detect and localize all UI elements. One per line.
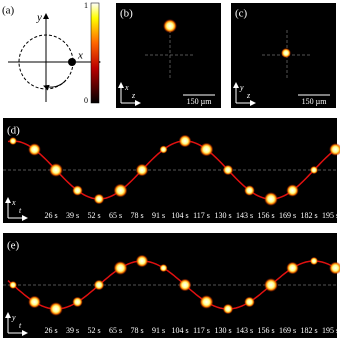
particle-image (199, 295, 214, 309)
particle-image (159, 145, 168, 154)
particle-image (9, 281, 17, 289)
axis-label: x (77, 50, 83, 62)
time-label: 182 s (300, 211, 317, 220)
axis-label: y (11, 313, 16, 322)
axis-label: t (19, 206, 22, 215)
time-label: 26 s (44, 211, 57, 220)
time-label: 130 s (214, 211, 231, 220)
scale-label: 150 µm (302, 97, 328, 106)
time-label: 78 s (130, 326, 143, 335)
particle-image (135, 254, 149, 268)
colorbar-label: 1 (84, 1, 88, 10)
particle-image (286, 184, 299, 197)
particle-image (309, 165, 319, 175)
time-label: 195 s (322, 326, 339, 335)
panel-label: (c) (235, 8, 248, 20)
time-label: 65 s (109, 211, 122, 220)
axis-label: z (131, 91, 136, 100)
time-label: 91 s (152, 211, 165, 220)
axis-label: y (36, 12, 42, 24)
particle-image (329, 143, 340, 156)
particle-image (113, 261, 128, 275)
particle-image (309, 256, 319, 266)
particle-image (286, 261, 299, 275)
panel-label: (e) (7, 240, 20, 252)
scale-label: 150 µm (187, 97, 213, 106)
time-label: 169 s (279, 326, 296, 335)
particle-image (244, 185, 255, 196)
time-label: 39 s (66, 326, 79, 335)
particle-image (93, 193, 105, 205)
particle-image (329, 261, 340, 275)
particle-image (178, 134, 192, 148)
panel-label: (d) (7, 125, 20, 137)
particle-image (28, 143, 41, 156)
particle-image (49, 163, 63, 177)
particle-image (281, 48, 291, 58)
trajectory (7, 140, 335, 200)
particle-image (9, 137, 17, 145)
panel-e: (e) yt 26 s 39 s 52 s 65 s 78 s 91 s 104 s 117 s 1… (3, 233, 340, 338)
panel-label: (b) (120, 8, 133, 20)
axis-label: t (19, 321, 22, 330)
particle-image (163, 19, 177, 33)
particle-image (28, 295, 41, 309)
panel-label: (a) (2, 5, 15, 17)
particle-image (178, 278, 192, 292)
time-label: 52 s (87, 326, 100, 335)
panel-b: (b) x z 150 µm (116, 3, 221, 108)
time-label: 143 s (236, 326, 253, 335)
time-label: 117 s (193, 326, 210, 335)
panel-c: (c) y z 150 µm (231, 3, 336, 108)
particle (68, 58, 76, 66)
time-label: 117 s (193, 211, 210, 220)
axis-label: x (124, 83, 129, 92)
time-label: 39 s (66, 211, 79, 220)
panel-a: (a) y x 1 0 (2, 1, 101, 105)
time-label: 156 s (257, 326, 274, 335)
time-label: 78 s (130, 211, 143, 220)
particle-image (264, 192, 278, 206)
particle-image (159, 263, 168, 273)
colorbar (90, 2, 100, 104)
time-label: 52 s (87, 211, 100, 220)
colorbar-label: 0 (84, 96, 88, 105)
particle-image (49, 302, 63, 316)
particle-image (222, 164, 234, 176)
time-label: 26 s (44, 326, 57, 335)
particle-image (264, 278, 278, 292)
axis-label: z (246, 91, 251, 100)
time-label: 65 s (109, 326, 122, 335)
time-label: 130 s (214, 326, 231, 335)
time-label: 195 s (322, 211, 339, 220)
particle-image (135, 163, 149, 177)
particle-image (222, 303, 234, 315)
rotation-arrow (43, 79, 67, 91)
time-label: 169 s (279, 211, 296, 220)
particle-image (244, 296, 255, 308)
panel-d: (d) xt 26 s 39 s 52 s 65 s 78 s 91 s 104 s 117 s 1… (3, 118, 340, 223)
time-label: 182 s (300, 326, 317, 335)
time-label: 91 s (152, 326, 165, 335)
particle-image (199, 142, 214, 157)
time-label: 143 s (236, 211, 253, 220)
time-label: 104 s (171, 211, 188, 220)
time-label: 156 s (257, 211, 274, 220)
particle-image (72, 296, 83, 308)
particle-image (72, 185, 83, 196)
particle-image (113, 183, 128, 198)
time-label: 104 s (171, 326, 188, 335)
particle-image (93, 279, 105, 291)
axis-label: y (239, 83, 244, 92)
axis-label: x (11, 198, 16, 207)
